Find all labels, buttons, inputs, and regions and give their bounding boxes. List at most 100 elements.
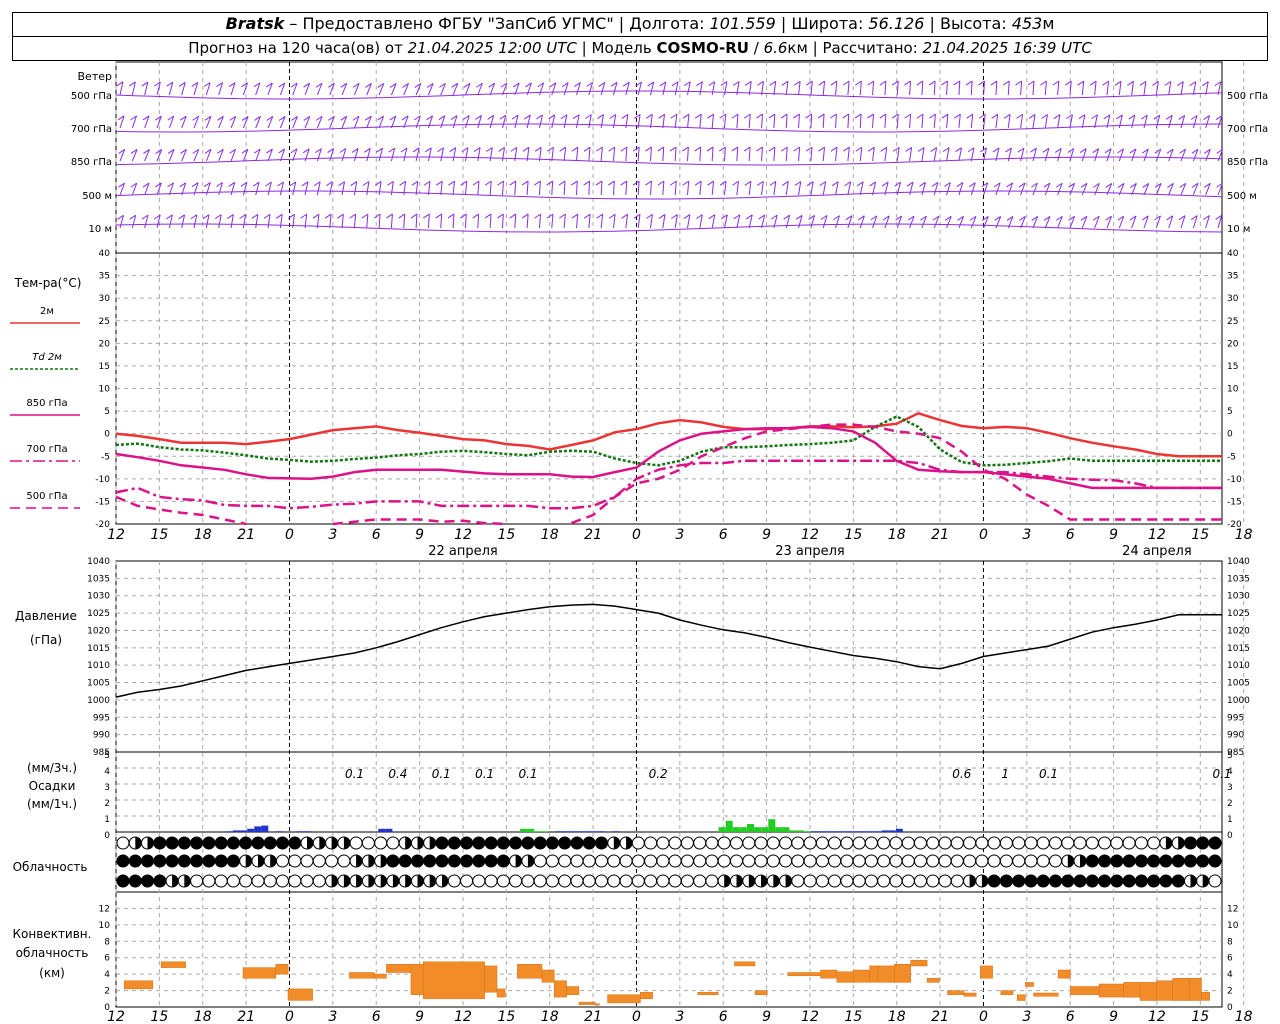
pressure-tick-right: 1030 <box>1227 592 1250 602</box>
cloud-cover-half <box>1067 855 1074 867</box>
wind-barb-flag <box>228 181 235 187</box>
wind-barb <box>736 214 741 229</box>
wind-barb-flag <box>426 82 434 88</box>
pressure-panel <box>115 603 1222 698</box>
cloud-cover-symbol <box>423 854 437 868</box>
convective-cloud-bar <box>894 964 911 983</box>
cloud-cover-symbol <box>815 836 829 850</box>
wind-barb-flag <box>830 146 838 152</box>
cloud-cover-half <box>969 875 976 887</box>
precip-bar <box>768 819 776 832</box>
wind-barb-flag <box>620 180 628 186</box>
wind-barb <box>477 115 482 129</box>
wind-barb-flag <box>154 81 161 87</box>
wind-barb <box>181 116 187 129</box>
precip-bar <box>846 831 854 832</box>
wind-barb <box>736 181 739 196</box>
wind-level-label: 10 м <box>89 224 112 235</box>
wind-barb-flag <box>635 81 642 87</box>
wind-barb <box>316 181 321 196</box>
cloud-cover-half <box>773 875 780 887</box>
cloud-cover-symbol <box>631 854 645 868</box>
wind-barb <box>625 181 628 196</box>
wind-barb <box>538 181 541 196</box>
cloud-cover-symbol <box>276 874 289 888</box>
wind-barb <box>144 214 149 229</box>
wind-barb <box>526 114 531 129</box>
wind-barb <box>415 147 420 162</box>
cloud-cover-symbol <box>582 836 596 850</box>
conv-unit: (км) <box>39 966 65 980</box>
wind-barb <box>353 148 359 162</box>
wind-barb <box>501 214 504 229</box>
cloud-cover-symbol <box>938 836 952 850</box>
wind-barb-flag <box>534 146 542 152</box>
cloud-cover-symbol <box>349 836 363 850</box>
wind-barb <box>933 216 940 229</box>
cloud-cover-symbol <box>509 874 523 888</box>
pressure-tick-left: 1020 <box>87 626 110 636</box>
wind-barb-flag <box>669 146 677 152</box>
wind-barb-flag <box>1041 114 1048 119</box>
wind-barb-flag <box>229 115 237 121</box>
wind-barb <box>316 116 323 129</box>
cloud-cover-symbol <box>914 874 927 888</box>
cloud-cover-symbol <box>877 836 891 850</box>
wind-barb-flag <box>411 180 419 186</box>
wind-barb-flag <box>1141 215 1149 221</box>
convective-cloud-bar <box>1201 991 1210 1001</box>
wind-barb <box>921 147 925 162</box>
precip-bar <box>240 830 248 832</box>
wind-barb <box>736 114 739 129</box>
cloud-cover-symbol <box>840 854 854 868</box>
cloud-cover-half <box>613 837 620 849</box>
wind-barb-flag <box>546 213 554 219</box>
hour-tick-label: 9 <box>415 527 424 543</box>
wind-barb <box>316 214 320 229</box>
model-name: COSMO-RU <box>656 39 749 57</box>
pressure-tick-right: 1015 <box>1227 644 1250 654</box>
wind-barb <box>822 147 825 162</box>
wind-barb-flag <box>460 213 467 219</box>
wind-level-line <box>115 156 1223 166</box>
wind-barb-flag <box>1190 115 1198 120</box>
wind-barb-flag <box>584 114 592 120</box>
cloud-cover-symbol <box>312 874 326 888</box>
cloud-cover-symbol <box>361 836 375 850</box>
wind-barb <box>1032 81 1035 96</box>
wind-barb-flag <box>1154 183 1162 188</box>
precip-bar <box>378 828 386 832</box>
wind-barb <box>538 82 545 96</box>
cloud-cover-symbol <box>1036 854 1050 868</box>
cloud-cover-symbol <box>484 854 498 868</box>
wind-barb <box>649 147 652 162</box>
wind-barb-flag <box>906 181 914 187</box>
temp-tick-right: 40 <box>1227 249 1239 259</box>
wind-barb <box>563 181 566 196</box>
cloud-cover-symbol <box>435 854 449 868</box>
wind-barb-flag <box>251 214 259 219</box>
header-separator: | <box>812 39 818 57</box>
wind-barb <box>267 148 273 162</box>
cloud-cover-half <box>356 855 363 867</box>
wind-barb-flag <box>992 147 1000 153</box>
wind-barb-flag <box>377 83 385 88</box>
wind-barb-flag <box>487 114 494 120</box>
wind-barb-flag <box>993 182 1001 188</box>
cloud-cover-symbol <box>828 854 842 868</box>
cloud-cover-symbol <box>177 854 191 868</box>
hour-tick-label: 3 <box>328 1009 337 1024</box>
wind-barb-flag <box>842 80 850 86</box>
wind-barb <box>230 214 234 229</box>
wind-barb <box>427 83 434 96</box>
cloud-cover-half <box>748 875 755 887</box>
pressure-tick-right: 1040 <box>1227 557 1250 567</box>
wind-barb <box>205 116 212 129</box>
wind-barb-flag <box>499 114 507 120</box>
wind-barb-flag <box>719 146 726 152</box>
cloud-cover-half <box>184 875 191 887</box>
wind-barb-flag <box>633 113 641 119</box>
wind-barb-flag <box>117 115 125 121</box>
wind-barb <box>896 147 900 162</box>
wind-barb-flag <box>1167 182 1174 188</box>
